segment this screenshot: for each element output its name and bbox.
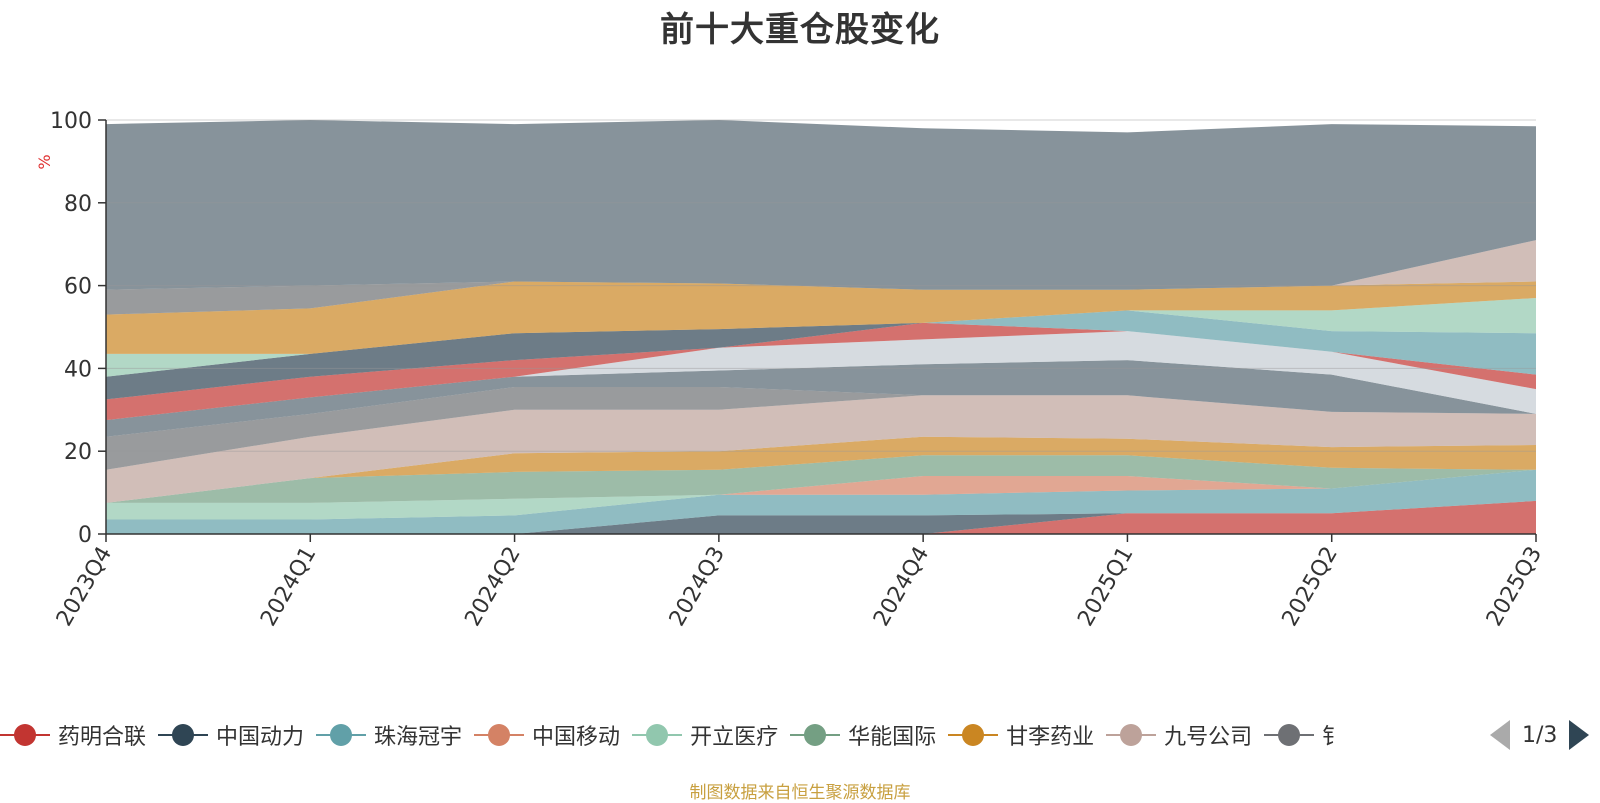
legend-label: 甘李药业 — [1006, 725, 1095, 750]
y-tick-label: 60 — [64, 275, 92, 300]
area-layer-16 — [106, 281, 1536, 354]
legend-item[interactable]: 药明合联 — [0, 715, 146, 755]
y-tick-label: 0 — [78, 523, 92, 548]
y-tick-label: 80 — [64, 192, 92, 217]
legend-label: 中国移动 — [532, 725, 621, 750]
area-layer-8 — [106, 395, 1536, 503]
area-layer-9 — [106, 387, 1536, 470]
legend-marker-icon — [632, 720, 683, 750]
y-axis-unit: % — [35, 154, 54, 169]
legend-marker-icon — [316, 720, 367, 750]
area-layer-18 — [106, 240, 1536, 315]
area-layer-19 — [106, 120, 1536, 290]
legend-page-indicator: 1/3 — [1522, 722, 1558, 748]
legend-label: 开立医疗 — [690, 725, 779, 750]
x-tick-label: 2024Q2 — [460, 543, 525, 631]
legend-item[interactable]: 中国移动 — [474, 715, 620, 755]
area-layer-14 — [106, 310, 1536, 377]
legend-item[interactable]: 甘李药业 — [948, 715, 1094, 755]
legend-item[interactable]: 华能国际 — [790, 715, 936, 755]
y-tick-label: 40 — [64, 357, 92, 382]
data-source-footer: 制图数据来自恒生聚源数据库 — [689, 783, 911, 803]
legend-pager: 1/3 — [1490, 715, 1600, 755]
legend-item[interactable]: 中国动力 — [158, 715, 304, 755]
legend-label: 华能国际 — [848, 725, 937, 750]
y-tick-labels: 0 20 40 60 80 100 — [50, 109, 106, 548]
x-tick-label: 2025Q2 — [1278, 543, 1343, 631]
legend-marker-icon — [790, 720, 841, 750]
area-layer-6 — [106, 455, 1536, 503]
area-layer-7 — [106, 436, 1536, 503]
legend-next-page-icon[interactable] — [1569, 720, 1590, 750]
legend: 药明合联 中国动力 珠海冠宇 中国移动 开立医疗 华能国际 甘李药业 九号公司 钅 — [0, 715, 1480, 755]
legend-label: 珠海冠宇 — [374, 725, 463, 750]
area-layers — [106, 120, 1536, 534]
area-layer-1 — [106, 500, 1536, 534]
chart-title: 前十大重仓股变化 — [660, 10, 940, 50]
area-layer-10 — [106, 360, 1536, 437]
legend-marker-icon — [158, 720, 209, 750]
legend-label: 钅 — [1322, 725, 1345, 750]
legend-item[interactable]: 珠海冠宇 — [316, 715, 462, 755]
x-tick-label: 2024Q3 — [665, 543, 730, 631]
x-tick-label: 2024Q1 — [256, 543, 321, 631]
x-tick-label: 2025Q3 — [1482, 543, 1547, 631]
legend-marker-icon — [1106, 720, 1157, 750]
legend-item[interactable]: 开立医疗 — [632, 715, 778, 755]
area-layer-11 — [106, 331, 1536, 421]
legend-label: 药明合联 — [58, 725, 147, 750]
area-layer-4 — [106, 469, 1536, 520]
legend-marker-icon — [948, 720, 999, 750]
legend-prev-page-icon[interactable] — [1490, 720, 1510, 750]
legend-label: 九号公司 — [1164, 725, 1253, 750]
area-layer-13 — [106, 322, 1536, 400]
legend-marker-icon — [474, 720, 525, 750]
axes — [105, 120, 1536, 535]
x-tick-labels: 2023Q4 2024Q1 2024Q2 2024Q3 2024Q4 2025Q1 2025… — [52, 534, 1547, 631]
area-layer-2 — [106, 500, 1536, 534]
area-layer-5 — [106, 469, 1536, 520]
legend-marker-icon — [0, 720, 50, 750]
area-layer-3 — [106, 469, 1536, 534]
x-tick-label: 2024Q4 — [869, 543, 934, 631]
y-tick-label: 20 — [64, 440, 92, 465]
area-layer-12 — [106, 322, 1536, 421]
x-tick-label: 2025Q1 — [1073, 543, 1138, 631]
legend-item[interactable]: 九号公司 — [1106, 715, 1252, 755]
x-tick-label: 2023Q4 — [52, 543, 117, 631]
legend-item[interactable]: 钅 — [1264, 715, 1344, 755]
legend-marker-icon — [1264, 720, 1315, 750]
y-tick-label: 100 — [50, 109, 92, 134]
legend-label: 中国动力 — [216, 725, 305, 750]
